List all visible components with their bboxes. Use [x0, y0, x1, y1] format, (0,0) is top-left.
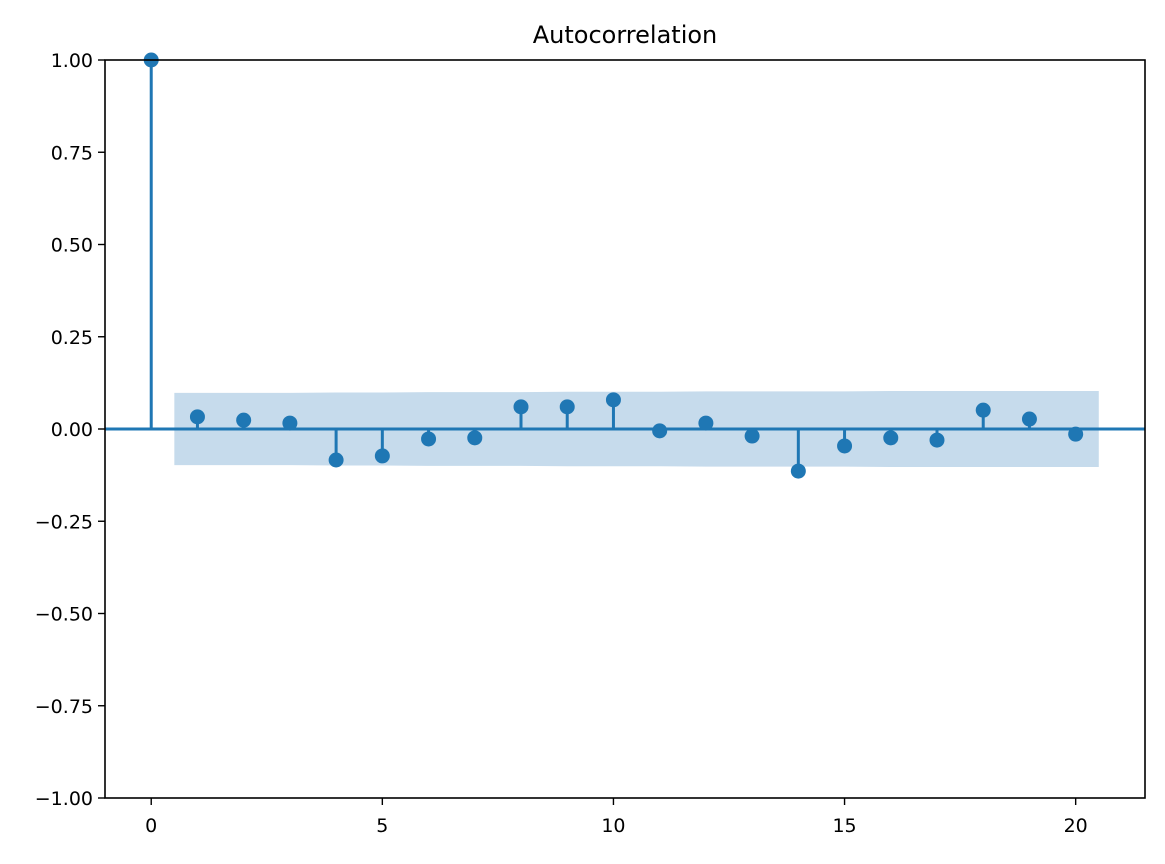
y-tick-label: 0.25 [51, 327, 93, 349]
marker-lag-5 [374, 448, 390, 464]
marker-lag-17 [929, 432, 945, 448]
y-tick-label: −1.00 [35, 788, 93, 810]
y-tick-label: −0.25 [35, 511, 93, 533]
marker-lag-3 [282, 415, 298, 431]
x-tick-label: 20 [1064, 815, 1088, 837]
y-tick-label: −0.75 [35, 696, 93, 718]
marker-lag-12 [698, 415, 714, 431]
marker-lag-19 [1021, 411, 1037, 427]
x-tick-label: 5 [376, 815, 388, 837]
marker-lag-9 [559, 399, 575, 415]
y-tick-label: 1.00 [51, 50, 93, 72]
marker-lag-13 [744, 428, 760, 444]
y-tick-label: 0.50 [51, 235, 93, 257]
x-tick-label: 15 [832, 815, 856, 837]
x-tick-label: 0 [145, 815, 157, 837]
marker-lag-2 [236, 412, 252, 428]
marker-lag-11 [652, 423, 668, 439]
marker-lag-6 [421, 431, 437, 447]
y-tick-label: −0.50 [35, 604, 93, 626]
marker-lag-15 [837, 438, 853, 454]
x-tick-label: 10 [601, 815, 625, 837]
y-tick-label: 0.00 [51, 419, 93, 441]
chart-title: Autocorrelation [533, 21, 718, 49]
y-tick-label: 0.75 [51, 142, 93, 164]
marker-lag-4 [328, 452, 344, 468]
marker-lag-1 [189, 409, 205, 425]
marker-lag-16 [883, 430, 899, 446]
marker-lag-20 [1068, 426, 1084, 442]
marker-lag-7 [467, 430, 483, 446]
marker-lag-18 [975, 402, 991, 418]
marker-lag-14 [790, 463, 806, 479]
marker-lag-8 [513, 399, 529, 415]
marker-lag-10 [605, 392, 621, 408]
